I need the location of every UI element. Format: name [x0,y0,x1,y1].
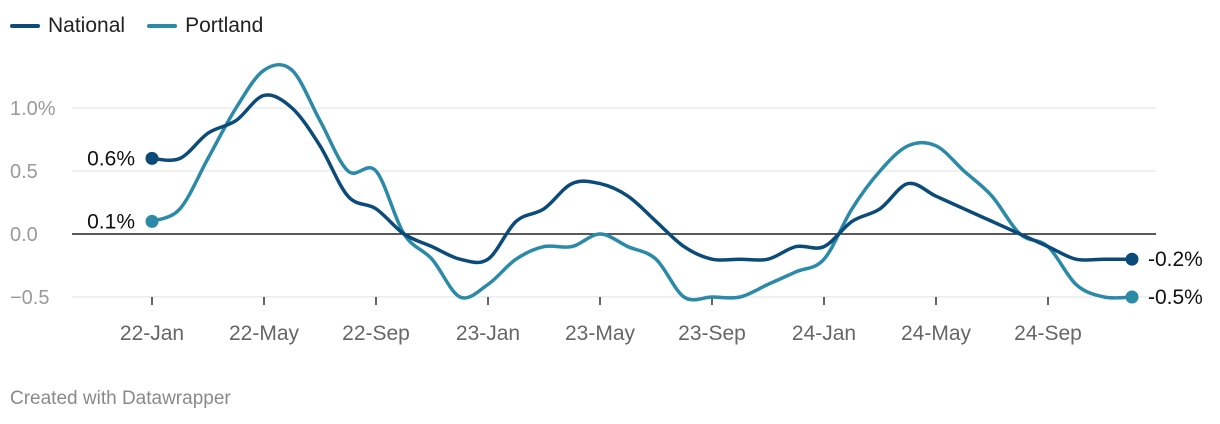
legend-swatch-portland [147,24,178,28]
end-label-national: -0.2% [1148,248,1203,271]
legend-label-national: National [48,14,126,37]
axis-layer: 1.0% 0.5 0.0 −0.5 22-Jan 22-May 22-Sep 23-Jan 23… [10,98,1156,345]
end-label-portland: -0.5% [1148,286,1203,309]
start-point-national [145,151,159,165]
y-tick-label: 1.0% [10,98,56,120]
x-tick-label: 24-Jan [792,322,856,345]
x-tick-label: 22-Jan [120,322,184,345]
end-point-national [1125,252,1139,266]
x-tick-label: 23-Sep [678,322,746,345]
legend-swatch-national [10,24,40,28]
legend-item-national: National [10,14,125,38]
y-tick-label: −0.5 [10,287,49,309]
x-tick-label: 24-May [901,322,972,345]
series-line-portland [150,62,1134,302]
legend-label-portland: Portland [185,14,264,37]
series-layer [145,62,1139,304]
start-point-portland [145,214,159,228]
end-point-portland [1125,290,1139,304]
y-tick-label: 0.0 [10,224,38,246]
series-line-national [150,93,1134,265]
y-tick-label: 0.5 [10,161,38,183]
x-tick-label: 24-Sep [1014,322,1082,345]
start-label-portland: 0.1% [87,210,135,233]
grid-layer [72,107,1156,298]
chart-legend: National Portland [10,14,263,38]
x-tick-label: 22-Sep [342,322,410,345]
x-tick-label: 23-Jan [456,322,520,345]
x-tick-label: 22-May [229,322,300,345]
label-layer: 0.1% -0.5% 0.6% -0.2% [87,147,1203,309]
x-tick-label: 23-May [565,322,636,345]
start-label-national: 0.6% [87,147,135,170]
legend-item-portland: Portland [147,14,263,38]
footer-credit: Created with Datawrapper [10,388,231,409]
